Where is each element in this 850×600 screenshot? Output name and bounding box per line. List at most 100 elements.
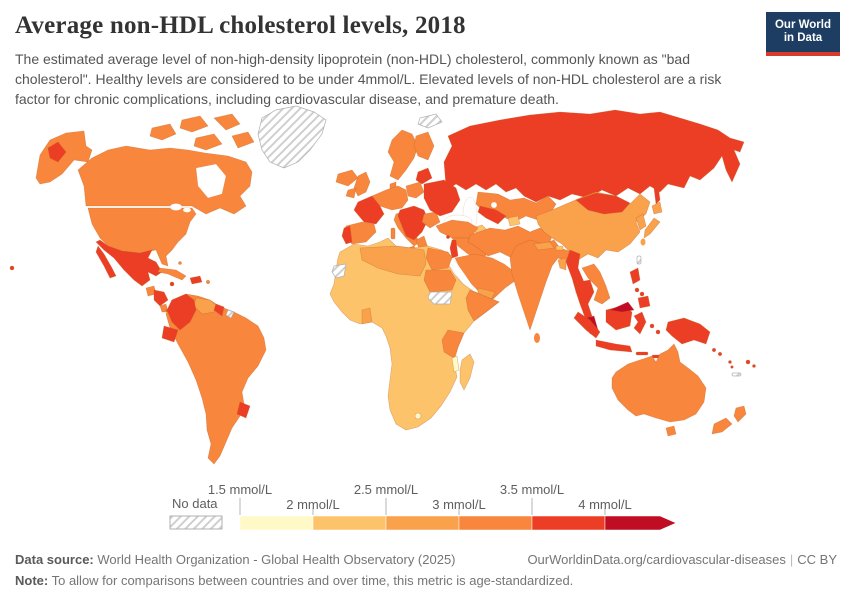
country-hawaii[interactable] <box>9 265 15 271</box>
country-new-zealand-south[interactable] <box>711 417 733 435</box>
island-corsica-sardinia[interactable] <box>390 227 396 240</box>
country-egypt[interactable] <box>425 247 453 271</box>
legend-bin-2 <box>312 515 387 531</box>
country-malawi[interactable] <box>451 355 460 373</box>
country-japan-honshu[interactable] <box>643 217 661 239</box>
arctic-island[interactable] <box>213 113 241 131</box>
country-jamaica[interactable] <box>169 281 175 287</box>
islands-visayas[interactable] <box>639 291 645 297</box>
country-bhutan[interactable] <box>555 245 564 251</box>
country-uzbekistan[interactable] <box>477 205 507 225</box>
islands-solomon[interactable] <box>717 351 722 356</box>
islands-lesser-sunda[interactable] <box>635 351 649 356</box>
island-new-guinea[interactable] <box>665 317 711 345</box>
country-uruguay[interactable] <box>236 401 251 419</box>
country-vanuatu[interactable] <box>730 365 734 369</box>
country-tajikistan[interactable] <box>507 215 521 227</box>
country-uk[interactable] <box>353 171 371 197</box>
country-alaska-south[interactable] <box>47 141 67 163</box>
country-mongolia[interactable] <box>575 192 631 215</box>
country-ghana[interactable] <box>361 307 373 325</box>
country-iceland[interactable] <box>335 169 359 187</box>
country-japan-hokkaido[interactable] <box>651 201 663 215</box>
country-thailand[interactable] <box>575 279 595 321</box>
country-taiwan[interactable] <box>636 255 642 265</box>
region-algeria-libya[interactable] <box>359 245 427 277</box>
country-colombia[interactable] <box>166 293 197 331</box>
region-africa[interactable] <box>329 237 500 431</box>
country-mexico[interactable] <box>95 239 163 287</box>
legend-color-bar[interactable] <box>239 515 677 531</box>
country-new-zealand-north[interactable] <box>733 405 747 423</box>
country-fiji[interactable] <box>745 359 751 365</box>
arctic-island[interactable] <box>149 123 177 141</box>
country-ireland[interactable] <box>345 187 357 199</box>
country-sri-lanka[interactable] <box>534 333 540 343</box>
islands-solomon[interactable] <box>711 347 716 352</box>
country-usa[interactable] <box>87 207 197 267</box>
owid-link[interactable]: OurWorldinData.org/cardiovascular-diseas… <box>527 552 786 567</box>
country-turkey[interactable] <box>435 219 479 239</box>
country-cuba[interactable] <box>157 267 187 281</box>
island-luzon[interactable] <box>629 267 641 285</box>
region-south-america[interactable] <box>165 293 267 465</box>
arctic-island[interactable] <box>179 115 209 133</box>
country-french-guiana[interactable] <box>225 309 235 319</box>
islands-moluccas[interactable] <box>655 329 661 335</box>
territory-svalbard[interactable] <box>417 113 443 129</box>
country-mexico-baja[interactable] <box>95 245 117 279</box>
territory-new-caledonia[interactable] <box>731 372 742 377</box>
island-java[interactable] <box>595 339 633 353</box>
country-nepal[interactable] <box>533 241 555 251</box>
country-russia[interactable] <box>443 109 745 203</box>
country-madagascar[interactable] <box>459 353 475 391</box>
country-bangladesh[interactable] <box>557 257 567 271</box>
country-bahamas[interactable] <box>178 261 182 265</box>
region-baltic-states[interactable] <box>415 167 433 185</box>
country-guyana[interactable] <box>213 303 225 317</box>
country-japan-kyushu[interactable] <box>640 238 646 246</box>
islands-moluccas[interactable] <box>649 323 655 329</box>
country-france[interactable] <box>353 195 385 225</box>
island-sakhalin[interactable] <box>653 183 661 205</box>
country-malaysia-borneo[interactable] <box>608 301 635 313</box>
country-norway-sweden[interactable] <box>387 129 419 181</box>
island-sulawesi[interactable] <box>633 311 647 335</box>
country-hispaniola[interactable] <box>189 275 203 285</box>
region-vietnam-laos-cambodia[interactable] <box>581 263 611 305</box>
country-honduras-nicaragua[interactable] <box>153 289 169 307</box>
country-sudan[interactable] <box>423 269 457 293</box>
country-india[interactable] <box>509 239 577 331</box>
chart-subtitle: The estimated average level of non-high-… <box>15 51 722 107</box>
arctic-island[interactable] <box>231 131 255 149</box>
region-balkans[interactable] <box>397 205 429 241</box>
region-belarus-ukraine[interactable] <box>423 179 461 217</box>
country-portugal[interactable] <box>341 225 353 245</box>
country-alaska[interactable] <box>35 130 93 185</box>
country-south-sudan[interactable] <box>427 291 453 305</box>
country-australia[interactable] <box>611 343 707 423</box>
country-puerto-rico[interactable] <box>206 279 211 284</box>
country-ecuador[interactable] <box>161 325 179 343</box>
country-greenland[interactable] <box>257 105 327 169</box>
owid-logo[interactable]: Our World in Data <box>766 12 840 56</box>
country-cyprus[interactable] <box>446 235 450 239</box>
islands-visayas[interactable] <box>634 287 640 293</box>
country-poland[interactable] <box>405 181 425 199</box>
island-mindanao[interactable] <box>637 295 651 309</box>
great-lakes <box>169 203 183 211</box>
country-korea[interactable] <box>635 213 647 231</box>
region-lebanon-israel[interactable] <box>449 239 459 259</box>
country-vanuatu[interactable] <box>728 360 732 364</box>
country-canada[interactable] <box>77 145 253 215</box>
country-somalia[interactable] <box>465 289 500 322</box>
country-lesotho[interactable] <box>414 412 422 420</box>
arctic-island[interactable] <box>193 133 223 151</box>
country-fiji[interactable] <box>752 364 756 368</box>
territory-western-sahara[interactable] <box>331 263 347 279</box>
legend-no-data-swatch[interactable] <box>169 515 223 530</box>
island-sumatra[interactable] <box>573 311 601 339</box>
country-finland[interactable] <box>413 131 435 161</box>
island-tasmania[interactable] <box>665 425 677 437</box>
